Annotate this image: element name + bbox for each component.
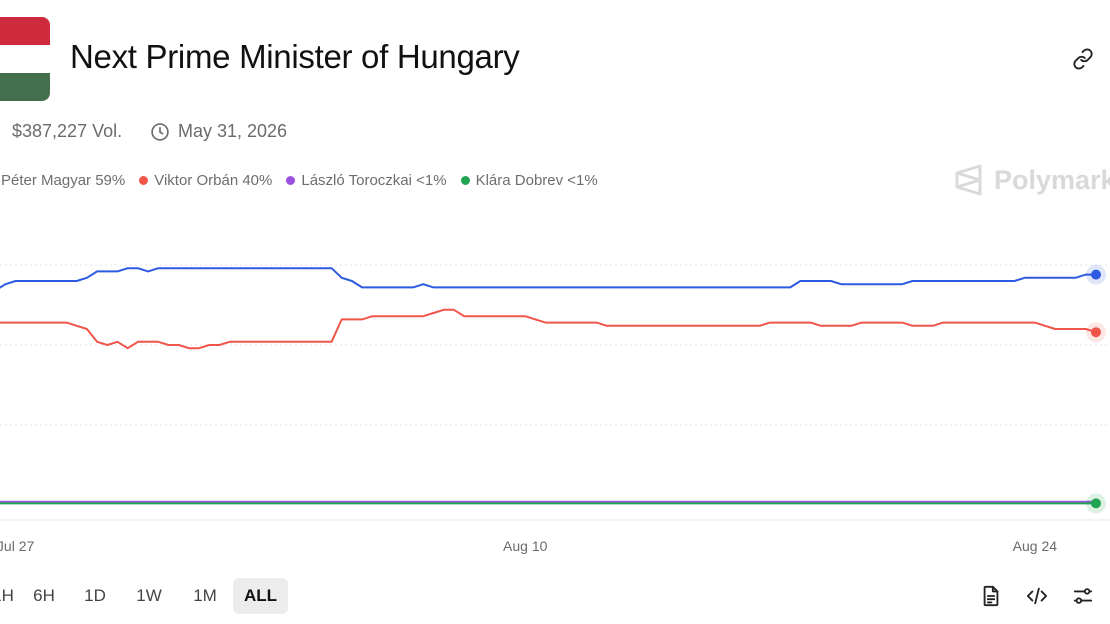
legend-label: Klára Dobrev <1% xyxy=(475,172,598,189)
series-line-1 xyxy=(0,308,1097,350)
flag-stripe-green xyxy=(0,73,50,101)
legend-dot xyxy=(286,176,296,185)
document-icon xyxy=(983,585,999,607)
probability-line-chart[interactable]: Jul 27 Aug 10 Aug 24 xyxy=(0,200,1110,565)
legend-label: Péter Magyar 59% xyxy=(1,172,126,189)
legend-item-orban: Viktor Orbán 40% xyxy=(139,172,272,189)
legend-label: László Toroczkai <1% xyxy=(301,172,447,189)
series-line-0 xyxy=(0,267,1096,289)
x-tick-label: Aug 24 xyxy=(1013,538,1058,554)
embed-code-icon xyxy=(1026,587,1048,605)
range-button-6h[interactable]: 6H xyxy=(33,586,55,605)
legend-item-magyar: Péter Magyar 59% xyxy=(0,172,125,189)
legend-dot xyxy=(460,176,470,185)
polymarket-logo-icon xyxy=(955,164,982,196)
hungary-flag-icon xyxy=(0,17,50,101)
legend-dot xyxy=(139,176,149,185)
range-button-all[interactable]: ALL xyxy=(233,578,288,614)
polymarket-watermark: Polymarket xyxy=(954,164,1110,196)
end-date: May 31, 2026 xyxy=(150,121,287,142)
endpoint-dot-0 xyxy=(1091,269,1101,280)
settings-sliders-icon xyxy=(1073,588,1093,604)
range-button-1d[interactable]: 1D xyxy=(84,586,106,605)
link-icon xyxy=(1073,48,1093,70)
chart-settings-button[interactable] xyxy=(1069,582,1097,610)
end-date-label: May 31, 2026 xyxy=(178,121,288,141)
range-button-1h[interactable]: 1H xyxy=(0,586,14,605)
range-button-1w[interactable]: 1W xyxy=(136,586,162,605)
legend-label: Viktor Orbán 40% xyxy=(154,172,273,189)
market-title: Next Prime Minister of Hungary xyxy=(70,38,520,75)
x-tick-label: Jul 27 xyxy=(0,538,34,554)
clock-icon xyxy=(151,122,169,141)
range-button-1m[interactable]: 1M xyxy=(193,586,217,605)
legend-item-toroczkai: László Toroczkai <1% xyxy=(286,172,447,189)
embed-button[interactable] xyxy=(1023,582,1051,610)
chart-legend: Péter Magyar 59% Viktor Orbán 40% László… xyxy=(0,172,598,189)
legend-item-dobrev: Klára Dobrev <1% xyxy=(460,172,598,189)
flag-stripe-red xyxy=(0,17,50,45)
flag-stripe-white xyxy=(0,45,50,73)
volume-text: $387,227 Vol. xyxy=(12,121,123,141)
copy-link-button[interactable] xyxy=(1068,44,1098,74)
x-tick-label: Aug 10 xyxy=(503,538,548,554)
document-button[interactable] xyxy=(977,582,1005,610)
endpoint-dot-3 xyxy=(1091,498,1101,509)
watermark-text: Polymarket xyxy=(994,164,1110,195)
endpoint-dot-1 xyxy=(1091,327,1101,338)
